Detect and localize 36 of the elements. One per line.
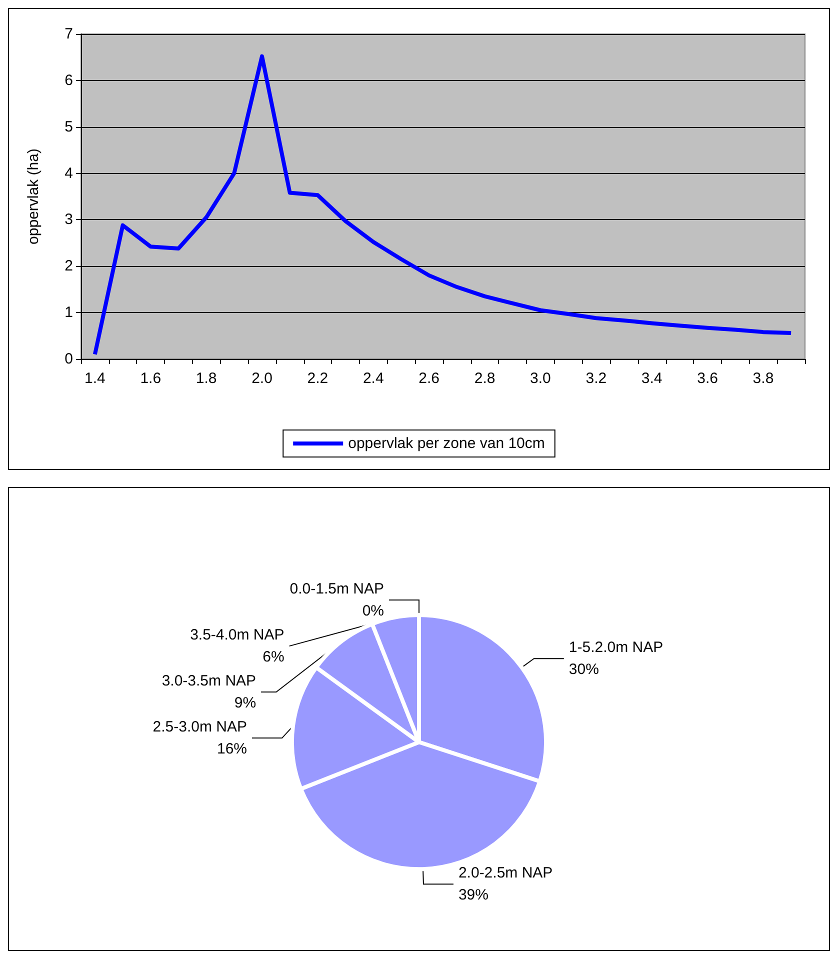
x-tick-label: 3.0: [530, 370, 551, 387]
y-axis-title: oppervlak (ha): [25, 148, 42, 244]
x-tick-label: 3.4: [641, 370, 662, 387]
x-tick-label: 2.4: [362, 370, 384, 387]
data-label: 6%: [262, 648, 284, 666]
category-label: 0.0-1.5m NAP: [290, 580, 384, 598]
y-tick-label: 5: [64, 118, 73, 136]
slice-label: 1-5.2.0m NAP: [568, 639, 664, 656]
y-tick-label: 1: [64, 304, 73, 322]
slice-label: 3.5-4.0m NAP: [190, 626, 284, 644]
slice-label: 2.0-2.5m NAP: [458, 864, 553, 882]
x-tick-label: 3.8: [752, 370, 774, 387]
x-tick-label: 1.4: [84, 370, 106, 387]
x-tick-label: 2.8: [474, 370, 496, 387]
line-series: [92, 54, 794, 356]
y-tick-label: 7: [64, 26, 73, 42]
y-tick-label: 0: [64, 350, 73, 368]
text: 0%: [362, 602, 384, 620]
x-tick-label: 3.6: [697, 370, 718, 387]
y-tick-label: 4: [64, 164, 73, 182]
data-label: 39%: [458, 886, 488, 904]
x-tick-label: 2.2: [307, 370, 328, 387]
y-tick-label: 3: [64, 211, 73, 228]
y-tick-label: 2: [64, 258, 73, 275]
data-label: 9%: [234, 694, 256, 712]
x-tick-label: 1.6: [140, 370, 162, 387]
y-tick-label: 6: [64, 72, 73, 89]
x-tick-label: 1.8: [196, 370, 217, 387]
x-tick-label: 3.2: [586, 370, 607, 387]
slice-label: 3.0-3.5m NAP: [162, 672, 256, 690]
legend-label: oppervlak per zone van 10cm: [348, 435, 545, 452]
data-label: 30%: [568, 661, 599, 678]
x-tick-label: 2.6: [418, 370, 440, 387]
slice-label: 2.5-3.0m NAP: [152, 718, 248, 736]
x-tick-label: 2.0: [252, 370, 272, 387]
data-label: 16%: [216, 740, 248, 758]
